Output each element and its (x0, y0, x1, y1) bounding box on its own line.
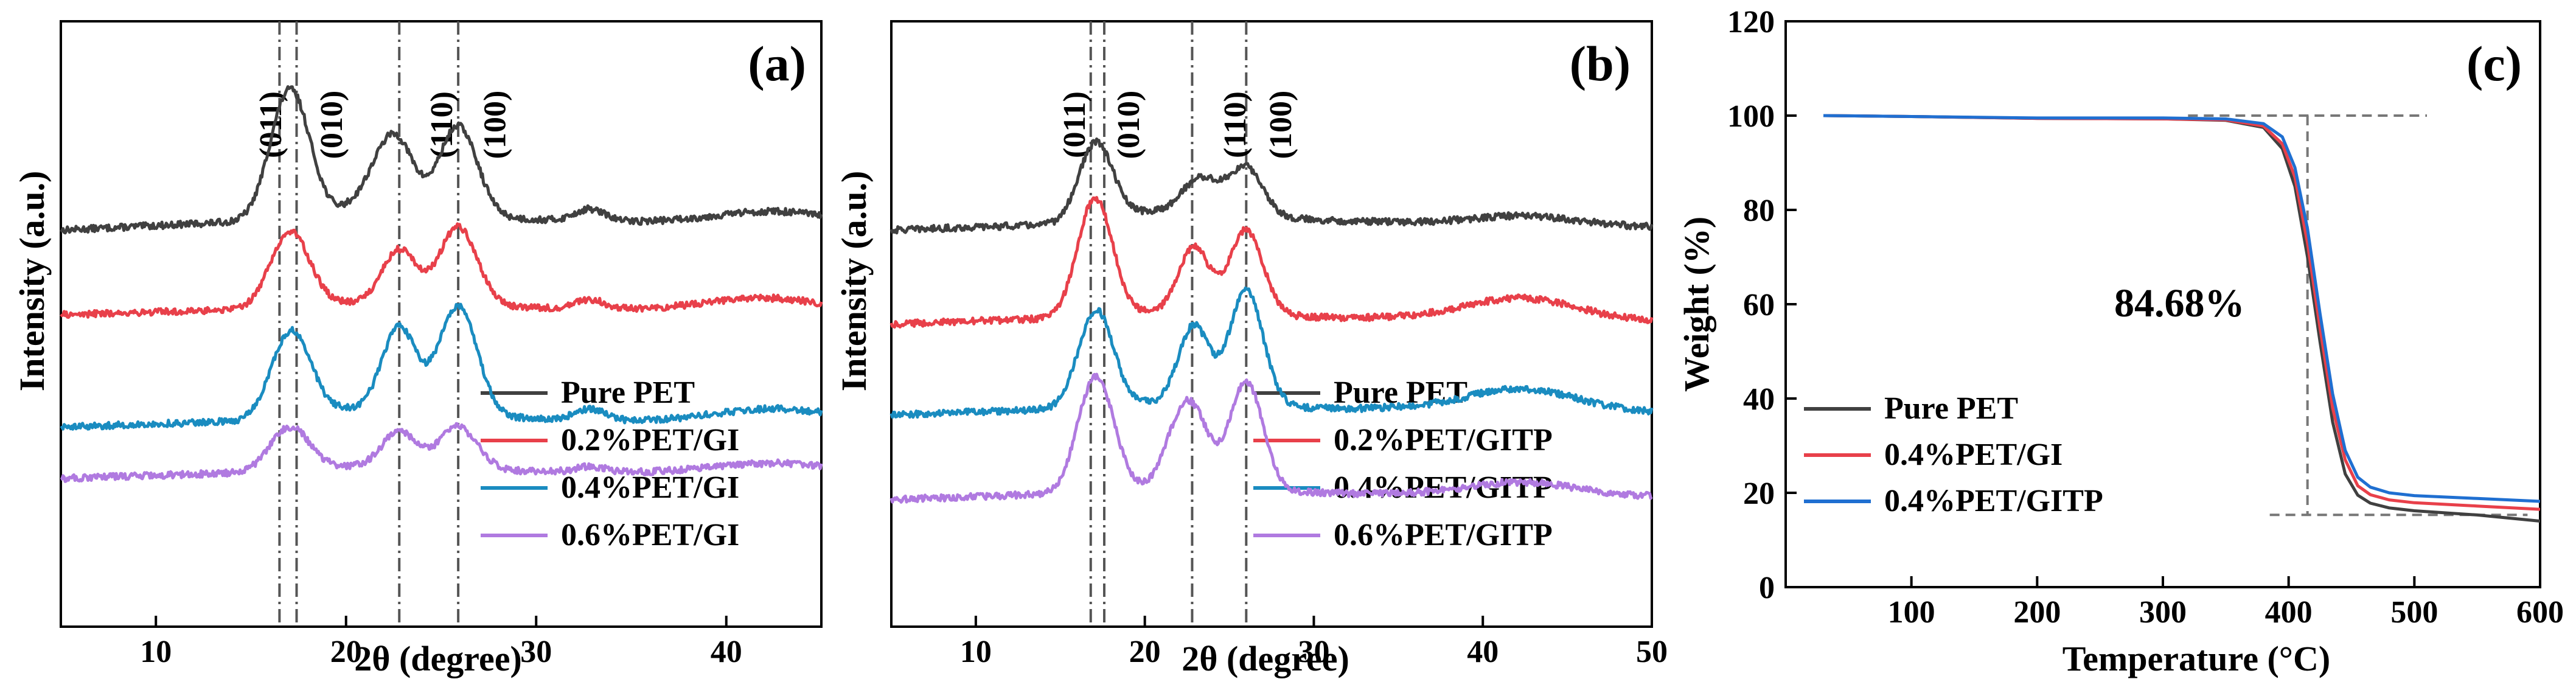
legend-label: 0.2%PET/GI (561, 423, 739, 458)
y-tick-label: 40 (1743, 382, 1775, 417)
panel-b-xlabel: 2θ (degree) (1182, 639, 1349, 678)
y-tick-label: 80 (1743, 193, 1775, 228)
legend-label: Pure PET (1884, 391, 2018, 426)
peak-label: (100) (1264, 91, 1298, 159)
series-line (889, 137, 1654, 235)
panel-c-label: (c) (2466, 36, 2522, 91)
x-tick-label: 400 (2265, 595, 2313, 630)
y-tick-label: 120 (1727, 5, 1775, 40)
panel-b-ylabel: Intensity (a.u.) (834, 171, 874, 392)
panel-a-ylabel: Intensity (a.u.) (12, 171, 52, 392)
y-tick-label: 100 (1727, 99, 1775, 134)
panel-b: Intensity (a.u.) 2θ (degree) (b) 10 20 30 4… (834, 20, 1668, 678)
series-line (889, 372, 1653, 504)
x-tick-label: 500 (2390, 595, 2438, 630)
panel-c-annotation: 84.68% (2114, 281, 2245, 326)
series-line (889, 286, 1654, 419)
legend-label: 0.2%PET/GITP (1334, 423, 1553, 458)
x-tick-label: 40 (1467, 635, 1499, 669)
x-tick-label: 50 (1636, 635, 1668, 669)
x-tick-label: 30 (1298, 635, 1329, 669)
x-tick-label: 100 (1888, 595, 1935, 630)
series-line (1823, 114, 2541, 503)
panel-a-label: (a) (748, 36, 806, 91)
peak-label: (010) (315, 91, 349, 159)
x-tick-label: 10 (140, 635, 172, 669)
legend-label: 0.4%PET/GITP (1884, 484, 2103, 518)
series-line (60, 302, 823, 431)
x-tick-label: 10 (960, 635, 992, 669)
legend-label: 0.6%PET/GITP (1334, 518, 1553, 552)
x-tick-label: 30 (520, 635, 552, 669)
panel-a: Intensity (a.u.) 2θ (degree) (a) 10 20 30 4… (12, 20, 823, 678)
peak-label: (110) (1218, 91, 1253, 158)
legend-label: 0.4%PET/GI (1884, 437, 2063, 472)
legend-label: 0.6%PET/GI (561, 518, 739, 552)
peak-label: (010) (1112, 91, 1146, 159)
panel-c-ylabel: Weight (%) (1677, 217, 1716, 392)
x-tick-label: 600 (2516, 595, 2564, 630)
series-line (60, 422, 823, 483)
panel-b-label: (b) (1570, 36, 1631, 91)
panel-c-xlabel: Temperature (°C) (2063, 639, 2330, 678)
panel-c: Weight (%) Temperature (°C) (c) 84.68% 1… (1677, 5, 2564, 678)
y-tick-label: 60 (1743, 288, 1775, 322)
peak-label: (011) (1057, 91, 1092, 158)
series-line (60, 85, 823, 235)
x-tick-label: 20 (330, 635, 362, 669)
plot-frame (60, 20, 823, 628)
y-tick-label: 0 (1759, 571, 1775, 605)
x-tick-label: 200 (2013, 595, 2061, 630)
x-tick-label: 40 (711, 635, 742, 669)
series-line (889, 196, 1654, 329)
x-tick-label: 20 (1129, 635, 1161, 669)
panel-a-xlabel: 2θ (degree) (354, 639, 522, 678)
y-tick-label: 20 (1743, 476, 1775, 511)
legend-label: Pure PET (561, 375, 695, 410)
x-tick-label: 300 (2139, 595, 2187, 630)
series-line (60, 222, 823, 319)
peak-label: (100) (478, 91, 513, 159)
